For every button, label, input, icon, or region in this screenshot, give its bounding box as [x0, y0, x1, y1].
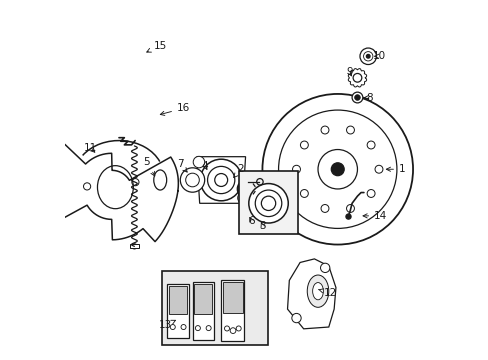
- Text: 9: 9: [346, 67, 352, 77]
- Bar: [169, 285, 187, 314]
- Circle shape: [351, 92, 362, 103]
- Ellipse shape: [312, 283, 323, 300]
- Text: 13: 13: [159, 320, 175, 330]
- Bar: [239, 171, 298, 234]
- Circle shape: [200, 159, 242, 201]
- Circle shape: [359, 48, 376, 64]
- Circle shape: [330, 163, 344, 176]
- Text: 5: 5: [143, 157, 155, 176]
- Circle shape: [193, 156, 204, 168]
- Ellipse shape: [153, 170, 166, 190]
- Bar: [167, 284, 188, 338]
- Bar: [223, 282, 242, 313]
- Bar: [130, 244, 139, 248]
- Circle shape: [346, 214, 350, 219]
- Circle shape: [320, 263, 329, 273]
- Circle shape: [248, 184, 287, 223]
- Circle shape: [180, 168, 204, 192]
- Text: 14: 14: [362, 211, 386, 221]
- Circle shape: [366, 54, 369, 58]
- Circle shape: [237, 192, 249, 204]
- Text: 12: 12: [318, 288, 337, 298]
- Text: 11: 11: [83, 143, 97, 153]
- Ellipse shape: [306, 275, 328, 307]
- Bar: [162, 271, 267, 345]
- Text: 15: 15: [146, 41, 166, 52]
- Text: 7: 7: [176, 159, 187, 172]
- Polygon shape: [287, 259, 335, 329]
- Text: 10: 10: [372, 51, 385, 61]
- Polygon shape: [196, 157, 245, 203]
- Text: 4: 4: [202, 161, 208, 171]
- Text: 1: 1: [386, 164, 405, 174]
- Text: 8: 8: [363, 93, 372, 103]
- Circle shape: [354, 95, 360, 100]
- Bar: [194, 284, 212, 314]
- Bar: [192, 282, 214, 339]
- Text: 6: 6: [248, 216, 254, 226]
- Circle shape: [291, 314, 301, 323]
- Bar: [221, 280, 244, 341]
- Text: 16: 16: [160, 103, 190, 116]
- Text: 3: 3: [259, 221, 265, 230]
- Text: 2: 2: [233, 164, 244, 177]
